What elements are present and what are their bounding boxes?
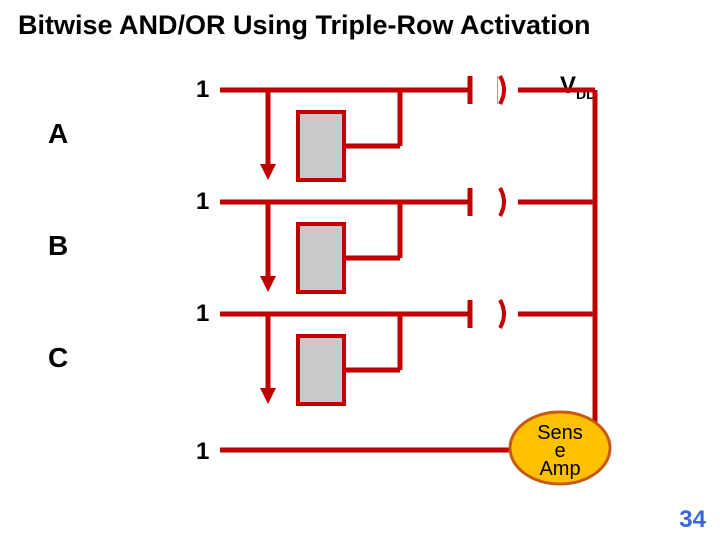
circuit-diagram <box>0 0 720 540</box>
page-number: 34 <box>679 506 706 534</box>
sense-amp-label: Sens e Amp <box>510 424 610 478</box>
sense-amp-line3: Amp <box>510 460 610 478</box>
